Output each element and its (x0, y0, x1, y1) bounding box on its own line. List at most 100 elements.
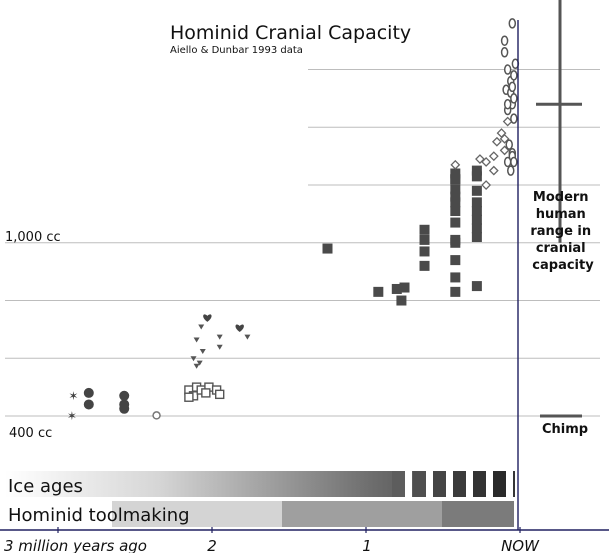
circle-point-1 (83, 399, 94, 410)
ice-age-stripe-2 (433, 471, 446, 497)
heart-point-0 (203, 314, 212, 322)
small-marker-point-3 (199, 349, 206, 355)
filled-square-point-2 (391, 283, 402, 294)
small-marker-point-8 (198, 324, 205, 330)
filled-square-point-21 (471, 232, 482, 243)
small-marker-point-5 (216, 334, 223, 340)
small-marker-point-2 (190, 356, 197, 362)
ice-age-gap-1 (426, 471, 433, 497)
filled-square-point-7 (419, 234, 430, 245)
open-square-point-6 (214, 389, 225, 400)
oval-marker-point-13 (510, 70, 518, 81)
ice-age-stripe-4 (473, 471, 486, 497)
oval-marker-point-0 (500, 35, 509, 46)
toolmaking-band (112, 501, 514, 527)
filled-square-point-11 (450, 206, 461, 217)
filled-square-point-23 (471, 214, 482, 225)
x-axis-ticks (57, 527, 521, 533)
filled-square-point-24 (471, 206, 482, 217)
filled-square-point-29 (471, 281, 482, 292)
diamond-point-0 (450, 159, 461, 170)
oval-marker-point-8 (505, 139, 513, 150)
ice-ages-label: Ice ages (8, 476, 83, 497)
ice-age-stripe-0 (392, 471, 405, 497)
filled-square-point-3 (396, 295, 407, 306)
ice-age-gap-0 (405, 471, 412, 497)
y-label-400: 400 cc (9, 426, 52, 441)
filled-square-point-17 (450, 237, 461, 248)
filled-square-point-20 (450, 286, 461, 297)
ice-age-gap-4 (486, 471, 493, 497)
modern-range-label: Modern human range in cranial capacity (530, 190, 595, 273)
filled-square-point-13 (450, 191, 461, 202)
x-tick-label-now: NOW (501, 537, 540, 553)
ice-age-gap-5 (506, 471, 513, 497)
filled-square-point-30 (450, 168, 461, 179)
star-point-1: ✶ (67, 409, 77, 423)
small-marker-point-7 (244, 334, 251, 340)
small-marker-point-1 (196, 360, 203, 366)
filled-square-point-19 (450, 272, 461, 283)
x-tick-label-1: 1 (362, 537, 372, 553)
filled-square-point-28 (471, 165, 482, 176)
filled-square-point-6 (419, 246, 430, 257)
y-label-1000: 1,000 cc (5, 230, 61, 245)
oval-marker-point-15 (508, 81, 517, 93)
oval-marker-point-16 (510, 93, 518, 104)
oval-marker-point-11 (507, 165, 515, 176)
diamond-point-2 (481, 157, 492, 167)
toolmaking-seg-3 (442, 501, 514, 527)
circle-point-2 (119, 390, 130, 401)
chimp-label: Chimp (542, 422, 588, 437)
diamond-point-7 (488, 165, 499, 176)
modern-range-bar (536, 0, 582, 243)
ice-age-stripe-5 (493, 471, 506, 497)
chart-title: Hominid Cranial Capacity (170, 22, 411, 44)
oval-marker-point-7 (510, 113, 518, 124)
diamond-point-1 (475, 154, 485, 164)
circle-point-0 (83, 387, 94, 398)
open-square-point-8 (201, 388, 211, 398)
filled-square-point-12 (450, 197, 461, 208)
filled-square-point-22 (471, 223, 482, 234)
filled-square-point-15 (450, 174, 461, 185)
filled-square-point-10 (450, 217, 461, 228)
toolmaking-label: Hominid toolmaking (8, 505, 190, 526)
filled-square-point-27 (471, 171, 482, 182)
star-point-0: ✶ (68, 389, 78, 403)
small-circle-point-0 (152, 411, 161, 420)
filled-square-point-26 (471, 185, 482, 196)
circle-point-4 (119, 403, 130, 414)
filled-square-point-4 (399, 282, 410, 293)
chart-subtitle: Aiello & Dunbar 1993 data (170, 45, 303, 56)
filled-square-point-1 (373, 286, 384, 297)
ice-age-stripes (392, 471, 513, 497)
data-points: ✶✶ (67, 18, 520, 423)
oval-marker-point-2 (503, 64, 512, 75)
oval-marker-point-20 (508, 18, 517, 29)
ice-age-stripe-1 (413, 471, 426, 497)
filled-square-point-25 (471, 197, 482, 208)
oval-marker-point-1 (500, 46, 509, 58)
oval-marker-point-18 (510, 156, 518, 168)
ice-age-stripe-3 (453, 471, 466, 497)
x-tick-label-3: 3 million years ago (4, 537, 147, 553)
oval-marker-point-19 (503, 98, 512, 110)
heart-point-1 (235, 324, 244, 332)
diamond-point-3 (488, 151, 499, 162)
filled-square-point-18 (450, 255, 461, 266)
ice-age-gap-2 (446, 471, 453, 497)
filled-square-point-16 (450, 184, 461, 195)
ice-age-gap-3 (466, 471, 473, 497)
toolmaking-seg-2 (282, 501, 442, 527)
filled-square-point-5 (419, 260, 430, 271)
filled-square-point-0 (322, 243, 333, 254)
small-marker-point-0 (193, 363, 200, 369)
diamond-point-4 (491, 136, 502, 147)
diamond-point-10 (481, 180, 492, 190)
toolmaking-seg-1 (112, 501, 282, 527)
filled-square-point-8 (419, 224, 430, 235)
x-tick-label-2: 2 (207, 537, 217, 553)
small-marker-point-6 (216, 344, 223, 350)
